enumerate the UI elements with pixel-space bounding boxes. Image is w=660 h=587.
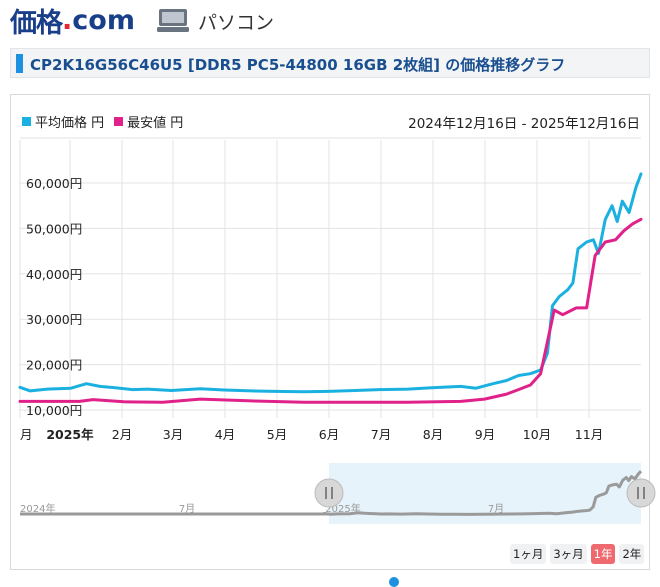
category-label: パソコン	[198, 11, 275, 34]
navigator-handle-left[interactable]	[314, 478, 344, 508]
chart-grid	[19, 137, 641, 418]
y-tick-label: 10,000円	[26, 403, 82, 418]
pager-dot[interactable]	[389, 577, 399, 587]
legend-item-average[interactable]: 平均価格 円	[22, 112, 104, 131]
y-axis: 10,000円 20,000円 30,000円 40,000円 50,000円 60,00…	[26, 176, 82, 418]
x-tick-label: 5月	[267, 427, 287, 442]
x-axis: 月 2025年 2月 3月 4月 5月 6月 7月 8月 9月 10月 11月	[20, 427, 603, 442]
chart-legend: 平均価格 円 最安値 円	[22, 112, 193, 131]
x-tick-label: 10月	[523, 427, 551, 442]
navigator-handle-left-knob	[314, 478, 344, 508]
x-tick-label: 11月	[575, 427, 603, 442]
period-buttons: 1ヶ月 3ヶ月 1年 2年	[510, 544, 645, 564]
navigator: 2024年 7月 2025年 7月	[20, 463, 656, 524]
x-tick-label: 2月	[112, 427, 132, 442]
laptop-icon	[157, 9, 189, 32]
navigator-handle-right[interactable]	[626, 478, 656, 508]
y-tick-label: 60,000円	[26, 176, 82, 191]
logo-kakaku: 価格	[10, 7, 63, 39]
series-line-min	[18, 217, 643, 404]
period-button-1year[interactable]: 1年	[590, 544, 616, 564]
series-line-average	[18, 172, 643, 394]
period-button-3month[interactable]: 3ヶ月	[550, 544, 587, 564]
period-button-1month[interactable]: 1ヶ月	[510, 544, 547, 564]
legend-label-average: 平均価格 円	[35, 116, 105, 131]
period-button-2year[interactable]: 2年	[619, 544, 645, 564]
navigator-x-label: 2024年	[20, 502, 55, 515]
x-tick-label: 7月	[371, 427, 391, 442]
page-title-bar: CP2K16G56C46U5 [DDR5 PC5-44800 16GB 2枚組]…	[10, 48, 650, 78]
x-tick-label: 4月	[215, 427, 235, 442]
x-tick-label: 9月	[475, 427, 495, 442]
navigator-x-label: 7月	[488, 503, 504, 515]
page-title: CP2K16G56C46U5 [DDR5 PC5-44800 16GB 2枚組]…	[30, 56, 566, 74]
y-tick-label: 30,000円	[26, 312, 82, 327]
legend-swatch-average	[22, 117, 31, 126]
site-header: 価格. com パソコン	[0, 0, 660, 42]
legend-item-min[interactable]: 最安値 円	[114, 112, 183, 131]
y-tick-label: 20,000円	[26, 358, 82, 373]
x-tick-label: 3月	[163, 427, 183, 442]
date-range: 2024年12月16日 - 2025年12月16日	[408, 116, 640, 132]
logo-com: com	[72, 4, 135, 36]
navigator-handle-right-knob	[626, 478, 656, 508]
x-tick-label: 2025年	[46, 427, 94, 442]
x-tick-label: 月	[20, 427, 33, 442]
category-link[interactable]: パソコン	[156, 6, 274, 36]
x-tick-label: 8月	[423, 427, 443, 442]
site-logo[interactable]: 価格. com	[10, 2, 135, 39]
x-tick-label: 6月	[319, 427, 339, 442]
legend-swatch-min	[114, 117, 124, 126]
navigator-line	[20, 470, 643, 516]
series-lines	[18, 172, 643, 404]
logo-dot: .	[62, 4, 73, 36]
navigator-x-label: 7月	[179, 503, 195, 515]
y-tick-label: 50,000円	[26, 221, 82, 236]
y-tick-label: 40,000円	[26, 267, 82, 282]
title-accent	[16, 54, 23, 73]
legend-label-min: 最安値 円	[127, 116, 184, 131]
